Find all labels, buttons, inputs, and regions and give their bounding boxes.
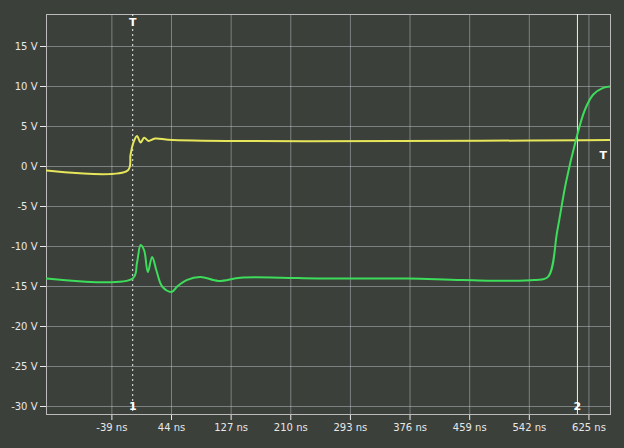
svg-text:-10 V: -10 V	[11, 241, 38, 252]
svg-text:2: 2	[574, 400, 582, 413]
svg-text:-30 V: -30 V	[11, 401, 38, 412]
svg-text:1: 1	[129, 400, 137, 413]
svg-text:-15 V: -15 V	[11, 281, 38, 292]
svg-text:5 V: 5 V	[21, 121, 38, 132]
svg-text:0 V: 0 V	[21, 161, 38, 172]
svg-text:T: T	[600, 149, 608, 162]
svg-text:-25 V: -25 V	[11, 361, 38, 372]
svg-text:210 ns: 210 ns	[274, 422, 308, 433]
svg-text:127 ns: 127 ns	[214, 422, 248, 433]
svg-text:44 ns: 44 ns	[158, 422, 185, 433]
svg-text:293 ns: 293 ns	[333, 422, 367, 433]
svg-text:-5 V: -5 V	[18, 201, 38, 212]
svg-text:625 ns: 625 ns	[572, 422, 606, 433]
svg-text:459 ns: 459 ns	[453, 422, 487, 433]
svg-text:T: T	[129, 16, 137, 29]
svg-text:542 ns: 542 ns	[512, 422, 546, 433]
svg-text:-39 ns: -39 ns	[96, 422, 127, 433]
svg-text:15 V: 15 V	[15, 41, 38, 52]
svg-text:10 V: 10 V	[15, 81, 38, 92]
svg-text:-20 V: -20 V	[11, 321, 38, 332]
svg-text:376 ns: 376 ns	[393, 422, 427, 433]
